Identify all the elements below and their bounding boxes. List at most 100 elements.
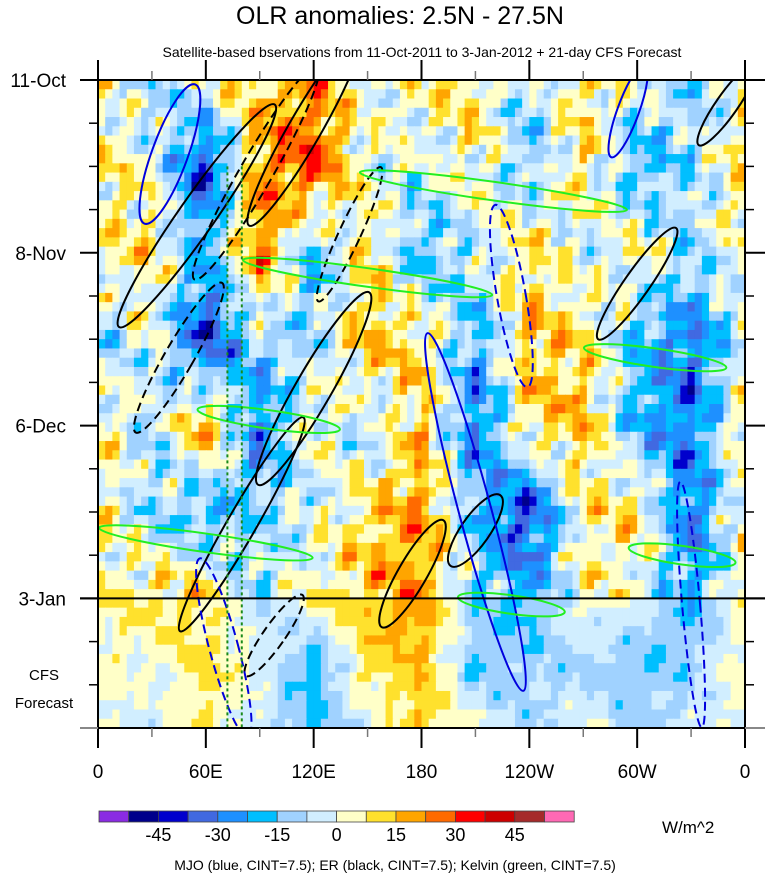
field-cell	[550, 154, 559, 164]
field-cell	[443, 181, 451, 192]
field-cell	[320, 348, 329, 359]
field-cell	[421, 126, 430, 137]
field-cell	[162, 126, 171, 137]
field-cell	[241, 487, 250, 498]
field-cell	[457, 459, 466, 470]
field-cell	[284, 126, 293, 137]
field-cell	[514, 339, 523, 350]
field-cell	[313, 329, 322, 340]
field-cell	[414, 441, 423, 451]
field-cell	[665, 302, 674, 313]
field-cell	[450, 441, 459, 451]
field-cell	[241, 172, 250, 183]
field-cell	[421, 191, 430, 201]
field-cell	[680, 468, 689, 479]
field-cell	[550, 237, 559, 248]
field-cell	[443, 348, 451, 359]
field-cell	[263, 552, 272, 562]
field-cell	[363, 441, 372, 451]
field-cell	[435, 357, 444, 368]
field-cell	[450, 302, 459, 313]
field-cell	[687, 339, 696, 350]
field-cell	[522, 126, 530, 137]
field-cell	[608, 80, 617, 90]
field-cell	[665, 135, 674, 146]
field-cell	[479, 533, 487, 544]
field-cell	[407, 246, 415, 257]
field-cell	[615, 524, 624, 535]
field-cell	[514, 329, 523, 340]
field-cell	[709, 552, 717, 562]
field-cell	[493, 404, 502, 414]
field-cell	[407, 209, 415, 220]
field-cell	[651, 154, 660, 164]
field-cell	[522, 191, 530, 201]
field-cell	[709, 431, 717, 442]
field-cell	[141, 505, 149, 516]
field-cell	[213, 311, 221, 322]
field-cell	[435, 89, 444, 100]
field-cell	[529, 89, 538, 100]
field-cell	[543, 255, 552, 266]
field-cell	[363, 126, 372, 137]
field-cell	[486, 570, 494, 581]
field-cell	[184, 98, 193, 109]
field-cell	[213, 339, 221, 350]
field-cell	[558, 89, 566, 100]
field-cell	[306, 163, 315, 174]
field-cell	[148, 348, 157, 359]
field-cell	[737, 246, 745, 257]
field-cell	[292, 209, 300, 220]
field-cell	[112, 533, 121, 544]
field-cell	[565, 154, 574, 164]
field-cell	[177, 292, 185, 303]
field-cell	[723, 394, 732, 405]
field-cell	[220, 292, 228, 303]
field-cell	[651, 117, 660, 127]
field-cell	[579, 98, 588, 109]
field-cell	[514, 385, 523, 396]
field-cell	[378, 542, 387, 553]
field-cell	[457, 200, 466, 211]
field-cell	[270, 515, 279, 525]
field-cell	[644, 366, 653, 377]
field-cell	[98, 589, 106, 599]
field-cell	[155, 237, 164, 248]
field-cell	[622, 505, 631, 516]
field-cell	[177, 154, 185, 164]
field-cell	[155, 172, 164, 183]
field-cell	[565, 237, 574, 248]
field-cell	[464, 274, 473, 285]
field-cell	[198, 191, 207, 201]
field-cell	[112, 339, 121, 350]
field-cell	[486, 579, 494, 590]
field-cell	[284, 320, 293, 331]
field-cell	[550, 533, 559, 544]
field-cell	[349, 126, 358, 137]
field-cell	[126, 366, 135, 377]
field-cell	[119, 200, 128, 211]
field-cell	[363, 515, 372, 525]
field-cell	[342, 135, 351, 146]
field-cell	[191, 422, 200, 433]
field-cell	[220, 218, 228, 229]
field-cell	[234, 274, 243, 285]
field-cell	[601, 107, 610, 118]
field-cell	[723, 404, 732, 414]
field-cell	[98, 542, 106, 553]
field-cell	[701, 329, 710, 340]
field-cell	[665, 394, 674, 405]
field-cell	[363, 422, 372, 433]
field-cell	[399, 274, 408, 285]
field-cell	[299, 302, 308, 313]
field-cell	[98, 431, 106, 442]
field-cell	[98, 302, 106, 313]
field-cell	[263, 107, 272, 118]
field-cell	[608, 144, 617, 155]
field-cell	[629, 385, 638, 396]
field-cell	[629, 311, 638, 322]
field-cell	[443, 431, 451, 442]
field-cell	[558, 404, 566, 414]
field-cell	[457, 154, 466, 164]
field-cell	[730, 413, 739, 424]
